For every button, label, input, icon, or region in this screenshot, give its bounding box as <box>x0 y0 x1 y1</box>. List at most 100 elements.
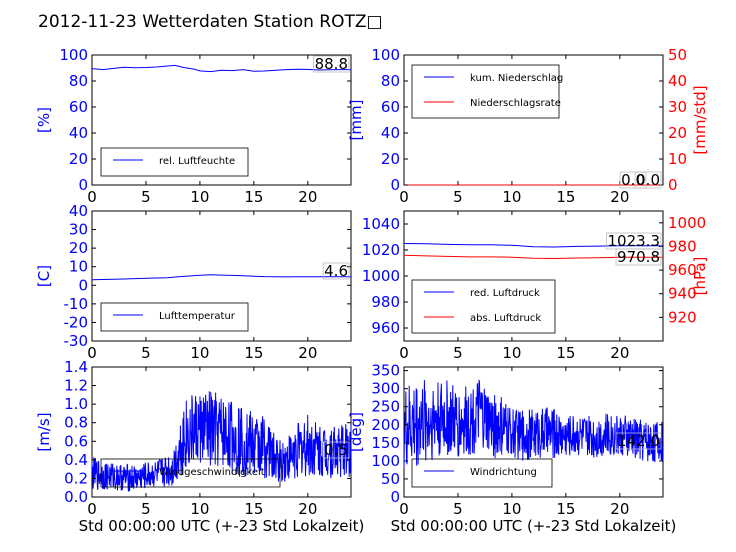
series-line-2 <box>403 254 663 260</box>
x-tick-label: 0 <box>399 500 409 518</box>
legend <box>100 147 249 177</box>
x-axis-label: Std 00:00:00 UTC (+-23 Std Lokalzeit) <box>79 517 365 535</box>
y-tick-label: 0.2 <box>64 469 88 487</box>
y-tick-label: 0 <box>78 176 88 194</box>
y2-tick-label: 50 <box>668 46 687 64</box>
x-tick-label: 15 <box>244 500 263 518</box>
annotation-box <box>313 55 350 73</box>
y-tick-label: 0 <box>390 488 400 506</box>
chart-humidity: 0 5 10 15 20 0 20 40 60 80 100 [%] rel. Luftfeuchte 8… <box>35 46 352 206</box>
x-tick-label: 15 <box>556 344 575 362</box>
y-tick-label: 20 <box>381 150 400 168</box>
y2-tick-label: 1000 <box>668 214 706 232</box>
y-tick-label: 60 <box>381 98 400 116</box>
plot-area <box>91 54 352 186</box>
y-tick-label: -10 <box>64 295 89 313</box>
value-annotation: 88.8 <box>315 55 348 73</box>
x-tick-label: 5 <box>141 188 151 206</box>
y2-tick-label: 20 <box>668 124 687 142</box>
x-tick-label: 5 <box>453 344 463 362</box>
y-tick-label: 1.2 <box>64 377 88 395</box>
y-tick-label: 1040 <box>362 215 400 233</box>
y-tick-label: 1.4 <box>64 358 88 376</box>
x-tick-label: 5 <box>453 500 463 518</box>
legend-entry: Lufttemperatur <box>159 311 236 322</box>
legend-entry: rel. Luftfeuchte <box>159 156 235 167</box>
x-tick-label: 15 <box>244 188 263 206</box>
legend <box>411 279 556 334</box>
figure-title: 2012-11-23 Wetterdaten Station ROTZ□ <box>38 12 383 32</box>
y-tick-label: 10 <box>69 258 88 276</box>
y-tick-label: -20 <box>64 313 89 331</box>
x-tick-label: 10 <box>502 188 521 206</box>
x-tick-label: 0 <box>399 344 409 362</box>
x-tick-label: 20 <box>298 188 317 206</box>
y2-tick-label: 920 <box>668 308 697 326</box>
x-tick-label: 20 <box>610 500 629 518</box>
y-tick-label: 80 <box>69 72 88 90</box>
y-tick-label: 0 <box>390 176 400 194</box>
legend-entry: kum. Niederschlag <box>470 73 563 84</box>
series-line-1 <box>91 391 352 492</box>
y-tick-label: 50 <box>381 470 400 488</box>
chart-precip: 0 5 10 15 20 0 20 40 60 80 100 0 10 20 30 40 50 [mm] [mm/s… <box>347 46 709 206</box>
legend-entry: abs. Luftdruck <box>470 313 541 324</box>
value-annotation: 1023.3 <box>608 232 661 250</box>
y-tick-label: 980 <box>371 293 400 311</box>
chart-pressure: 0 5 10 15 20 960 980 1000 1020 1040 920 940 960 980 10… <box>362 210 709 362</box>
y2-tick-label: 0 <box>668 176 678 194</box>
x-tick-label: 10 <box>190 188 209 206</box>
value-annotation: 0.0 <box>636 171 660 189</box>
x-axis-label: Std 00:00:00 UTC (+-23 Std Lokalzeit) <box>391 517 677 535</box>
chart-temperature: 0 5 10 15 20-30-20-10010203040[C]Lufttempera… <box>35 202 352 362</box>
y-axis-label: [%] <box>35 107 53 133</box>
y-tick-label: 0.4 <box>64 451 88 469</box>
y-axis-label: [m/s] <box>35 412 53 451</box>
series-line-1 <box>91 274 351 281</box>
y-tick-label: 20 <box>69 239 88 257</box>
y-axis-label: [C] <box>35 265 53 287</box>
legend-entry: Windgeschwindigkeit <box>159 467 265 478</box>
annotation-box <box>322 262 350 280</box>
y-tick-label: 100 <box>371 46 400 64</box>
x-tick-label: 5 <box>141 500 151 518</box>
legend-entry: Windrichtung <box>470 467 537 478</box>
x-tick-label: 15 <box>556 188 575 206</box>
y-tick-label: 40 <box>69 124 88 142</box>
annotation-box <box>619 171 647 189</box>
y2-tick-label: 40 <box>668 72 687 90</box>
y2-axis-label: [hPa] <box>691 257 709 296</box>
y-tick-label: 300 <box>371 380 400 398</box>
x-tick-label: 10 <box>190 344 209 362</box>
y-axis-label: [deg] <box>347 412 365 452</box>
y-axis-label: [mm] <box>347 100 365 141</box>
y-tick-label: 1020 <box>362 241 400 259</box>
y2-tick-label: 980 <box>668 237 697 255</box>
x-tick-label: 15 <box>556 500 575 518</box>
x-tick-label: 0 <box>87 188 97 206</box>
x-tick-label: 0 <box>399 188 409 206</box>
x-tick-label: 0 <box>87 344 97 362</box>
y-tick-label: 30 <box>69 221 88 239</box>
y2-tick-label: 10 <box>668 150 687 168</box>
y-tick-label: 1.0 <box>64 395 88 413</box>
chart-windspeed: 0 5 10 15 20 0.00.20.40.60.81.01.21.4 [m/s] Std… <box>35 358 364 535</box>
y-tick-label: 1000 <box>362 267 400 285</box>
x-tick-label: 5 <box>141 344 151 362</box>
x-tick-label: 10 <box>190 500 209 518</box>
annotation-box <box>615 248 662 266</box>
y-tick-label: 100 <box>59 46 88 64</box>
y2-tick-label: 30 <box>668 98 687 116</box>
y-tick-label: -30 <box>64 332 89 350</box>
value-annotation: 4.6 <box>324 262 348 280</box>
legend-entry: Niederschlagsrate <box>470 98 561 109</box>
y-tick-label: 40 <box>381 124 400 142</box>
y2-tick-label: 960 <box>668 261 697 279</box>
y-tick-label: 0.8 <box>64 414 88 432</box>
value-annotation: 0.0 <box>621 171 645 189</box>
y-tick-label: 250 <box>371 398 400 416</box>
y-tick-label: 60 <box>69 98 88 116</box>
x-tick-label: 20 <box>610 188 629 206</box>
